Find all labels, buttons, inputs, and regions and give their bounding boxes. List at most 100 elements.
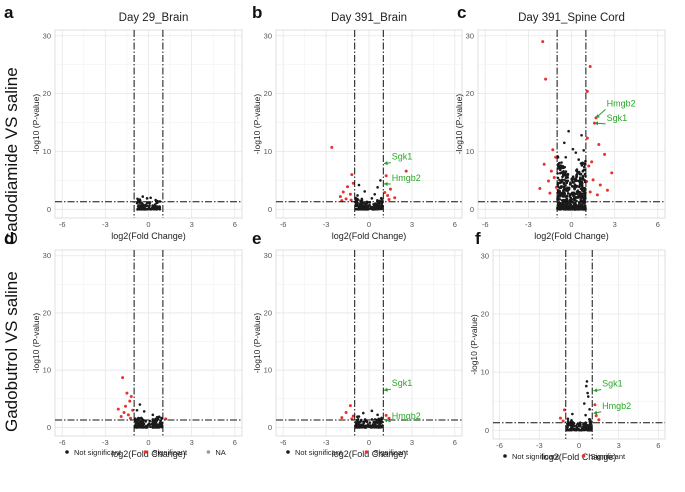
point-not-significant xyxy=(583,168,586,172)
point-not-significant xyxy=(582,423,585,426)
point-not-significant xyxy=(371,425,375,429)
y-tick-label: 20 xyxy=(481,309,489,318)
point-not-significant xyxy=(362,425,365,428)
point-not-significant xyxy=(563,178,566,182)
point-not-significant xyxy=(149,196,152,200)
legend-label: Significant xyxy=(591,452,627,461)
x-tick-label: 6 xyxy=(233,220,237,229)
point-not-significant xyxy=(580,133,583,137)
x-tick-label: -6 xyxy=(59,438,66,447)
point-not-significant xyxy=(136,205,140,208)
point-significant xyxy=(554,155,558,159)
point-not-significant xyxy=(562,202,565,206)
point-not-significant xyxy=(575,179,578,182)
point-not-significant xyxy=(589,425,593,428)
point-not-significant xyxy=(357,423,361,427)
point-not-significant xyxy=(149,425,152,429)
point-not-significant xyxy=(357,415,361,418)
point-not-significant xyxy=(578,191,582,194)
x-tick-label: 0 xyxy=(577,441,581,450)
y-tick-label: 20 xyxy=(43,89,51,98)
point-not-significant xyxy=(564,198,567,202)
x-axis-label: log2(Fold Change) xyxy=(332,449,407,459)
y-tick-label: 0 xyxy=(485,426,489,435)
point-not-significant xyxy=(561,206,564,210)
gene-arrow-head xyxy=(384,418,388,423)
legend-label: Not significant xyxy=(74,448,122,457)
x-tick-label: -3 xyxy=(102,438,109,447)
y-tick-label: 20 xyxy=(264,89,272,98)
x-tick-label: -3 xyxy=(323,220,330,229)
point-not-significant xyxy=(376,186,379,189)
y-tick-label: 0 xyxy=(470,205,474,214)
panel-e: e -6 -3 0 3 6 0 10 20 30 log2(Fold Change) -log10 (… xyxy=(252,229,463,459)
panel-letter-c: c xyxy=(457,3,466,22)
x-tick-label: 0 xyxy=(367,438,371,447)
x-tick-label: 3 xyxy=(617,441,621,450)
point-not-significant xyxy=(582,402,586,405)
y-tick-label: 0 xyxy=(47,205,51,214)
x-tick-label: 3 xyxy=(613,220,617,229)
point-significant xyxy=(585,136,589,140)
gene-arrow-head xyxy=(593,410,598,415)
point-not-significant xyxy=(136,200,140,204)
point-significant xyxy=(119,415,123,419)
point-not-significant xyxy=(359,419,363,423)
point-not-significant xyxy=(558,198,562,201)
point-not-significant xyxy=(135,426,139,429)
point-significant xyxy=(588,64,592,68)
y-tick-label: 10 xyxy=(481,368,489,377)
point-not-significant xyxy=(566,189,569,193)
point-not-significant xyxy=(560,171,563,174)
point-not-significant xyxy=(587,428,591,432)
y-axis-label: -log10 (P-value) xyxy=(454,94,464,155)
point-significant xyxy=(605,188,609,192)
point-not-significant xyxy=(562,188,565,192)
point-not-significant xyxy=(560,180,563,183)
point-significant xyxy=(603,152,607,156)
point-significant xyxy=(590,160,594,164)
point-not-significant xyxy=(135,421,139,425)
gene-arrow-head xyxy=(384,181,388,186)
point-not-significant xyxy=(158,205,161,209)
point-not-significant xyxy=(580,180,584,183)
point-not-significant xyxy=(566,205,570,209)
point-not-significant xyxy=(156,426,160,429)
x-tick-label: -3 xyxy=(323,438,330,447)
point-not-significant xyxy=(579,421,582,424)
point-significant xyxy=(386,193,390,197)
point-not-significant xyxy=(152,421,156,424)
point-not-significant xyxy=(373,192,377,196)
point-not-significant xyxy=(584,384,588,388)
point-not-significant xyxy=(378,426,382,429)
point-not-significant xyxy=(148,204,151,207)
point-not-significant xyxy=(563,141,566,145)
point-not-significant xyxy=(578,424,582,427)
point-not-significant xyxy=(583,193,586,196)
panel-letter-d: d xyxy=(4,229,14,248)
point-significant xyxy=(129,395,133,399)
point-significant xyxy=(404,169,408,173)
point-significant xyxy=(348,192,352,196)
point-significant xyxy=(542,162,546,166)
point-not-significant xyxy=(585,380,589,383)
x-tick-label: -6 xyxy=(280,220,287,229)
legend-marker xyxy=(206,450,211,454)
y-tick-label: 30 xyxy=(43,31,51,40)
point-not-significant xyxy=(572,198,576,202)
point-not-significant xyxy=(586,424,590,427)
point-significant xyxy=(591,178,595,182)
gene-label: Hmgb2 xyxy=(392,173,421,183)
point-not-significant xyxy=(581,205,584,208)
point-not-significant xyxy=(144,420,148,423)
point-not-significant xyxy=(154,207,158,211)
y-tick-label: 10 xyxy=(264,366,272,375)
point-not-significant xyxy=(565,181,568,185)
point-not-significant xyxy=(581,202,585,205)
point-significant xyxy=(122,411,126,415)
x-tick-label: 6 xyxy=(453,220,457,229)
point-significant xyxy=(610,171,614,175)
point-not-significant xyxy=(571,412,574,416)
y-tick-label: 0 xyxy=(268,205,272,214)
point-not-significant xyxy=(574,151,578,154)
